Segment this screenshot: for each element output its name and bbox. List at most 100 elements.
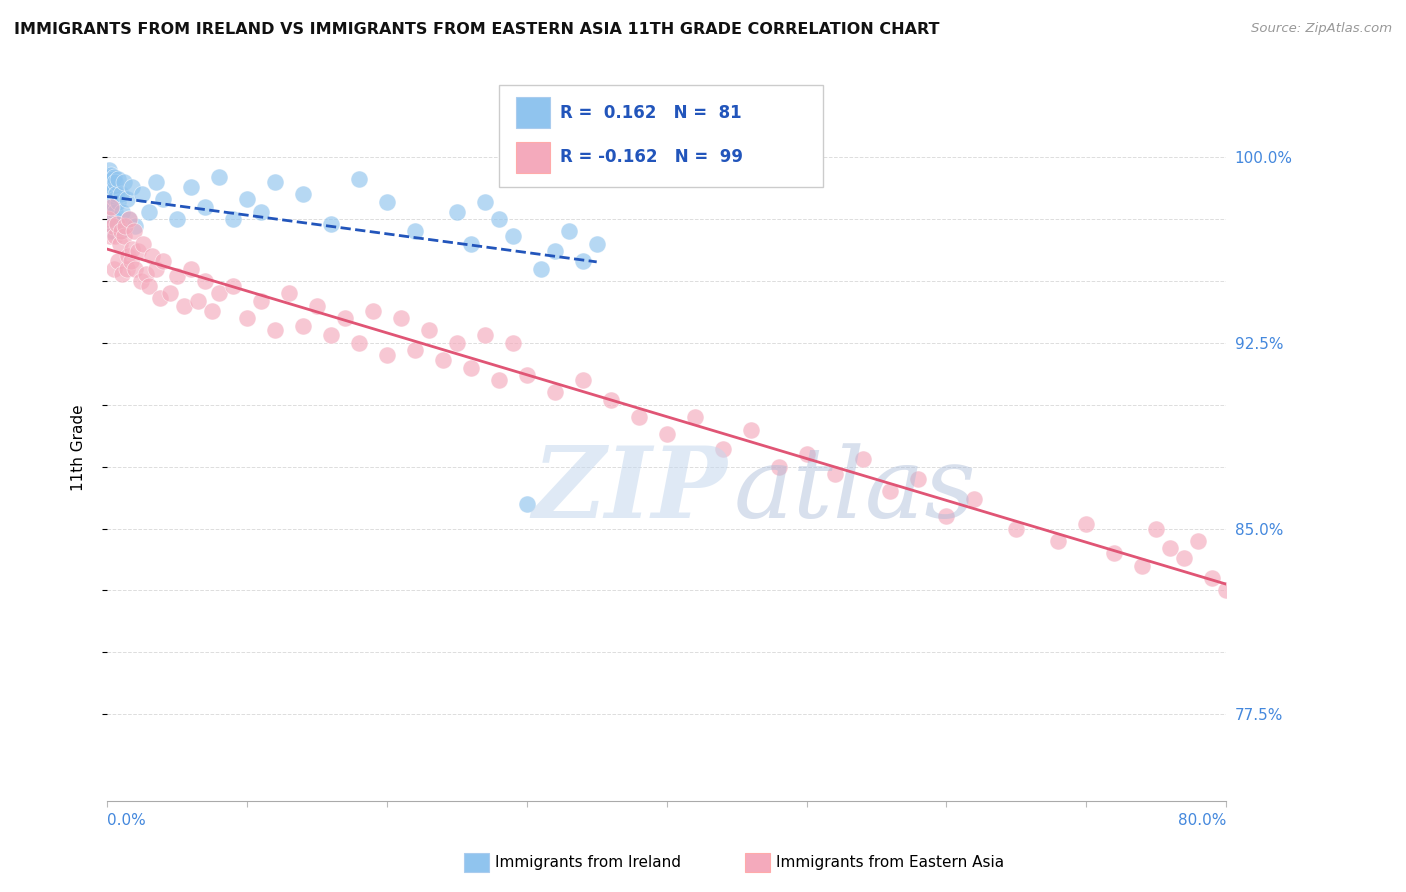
Text: Immigrants from Ireland: Immigrants from Ireland bbox=[495, 855, 681, 870]
Point bbox=[488, 212, 510, 227]
Point bbox=[107, 194, 129, 209]
Point bbox=[105, 187, 128, 202]
Point bbox=[149, 291, 172, 305]
Point bbox=[1005, 522, 1028, 536]
Point bbox=[103, 169, 125, 184]
Point bbox=[1243, 596, 1265, 610]
Point bbox=[159, 286, 181, 301]
Point bbox=[1398, 670, 1406, 684]
Point bbox=[138, 279, 160, 293]
Point bbox=[1257, 576, 1279, 591]
Point bbox=[1187, 533, 1209, 548]
Text: ZIP: ZIP bbox=[533, 442, 727, 539]
Point bbox=[97, 212, 120, 227]
Point bbox=[138, 204, 160, 219]
Text: Immigrants from Eastern Asia: Immigrants from Eastern Asia bbox=[776, 855, 1004, 870]
Point bbox=[98, 182, 121, 196]
Point bbox=[105, 217, 128, 231]
Point bbox=[110, 224, 132, 238]
Point bbox=[571, 373, 593, 387]
Point bbox=[98, 229, 121, 244]
Point bbox=[305, 299, 328, 313]
Point bbox=[796, 447, 818, 461]
Point bbox=[97, 200, 120, 214]
Point bbox=[1299, 608, 1322, 623]
Point bbox=[291, 187, 314, 202]
Text: atlas: atlas bbox=[734, 442, 977, 538]
Point bbox=[1201, 571, 1223, 585]
Point bbox=[180, 261, 202, 276]
Point bbox=[460, 360, 482, 375]
Point bbox=[105, 217, 128, 231]
Point bbox=[544, 244, 567, 259]
Point bbox=[132, 236, 155, 251]
Point bbox=[121, 180, 143, 194]
Point bbox=[131, 187, 153, 202]
Point bbox=[194, 200, 217, 214]
Point bbox=[97, 194, 120, 209]
Point bbox=[404, 343, 426, 358]
Point bbox=[100, 197, 122, 211]
Point bbox=[907, 472, 929, 486]
Point bbox=[101, 180, 124, 194]
Point bbox=[488, 373, 510, 387]
Point bbox=[319, 217, 342, 231]
Point bbox=[152, 192, 174, 206]
Point bbox=[173, 299, 195, 313]
Point bbox=[97, 187, 120, 202]
Point bbox=[683, 410, 706, 425]
Text: 0.0%: 0.0% bbox=[107, 814, 146, 829]
Point bbox=[152, 254, 174, 268]
Point bbox=[319, 328, 342, 343]
Point bbox=[103, 212, 125, 227]
Point bbox=[1229, 566, 1251, 581]
Point bbox=[97, 204, 120, 219]
Text: 80.0%: 80.0% bbox=[1178, 814, 1226, 829]
Point bbox=[100, 185, 122, 199]
Point bbox=[1159, 541, 1181, 556]
Point bbox=[208, 286, 231, 301]
Point bbox=[1104, 546, 1126, 560]
Point bbox=[101, 172, 124, 186]
Point bbox=[474, 194, 496, 209]
Point bbox=[418, 323, 440, 337]
Point bbox=[98, 178, 121, 192]
Point bbox=[347, 335, 370, 350]
Point bbox=[264, 175, 287, 189]
Point bbox=[432, 353, 454, 368]
Point bbox=[98, 212, 121, 227]
Point bbox=[103, 261, 125, 276]
Point bbox=[502, 335, 524, 350]
Point bbox=[100, 175, 122, 189]
Point bbox=[1384, 657, 1406, 672]
Point bbox=[361, 303, 384, 318]
Text: IMMIGRANTS FROM IRELAND VS IMMIGRANTS FROM EASTERN ASIA 11TH GRADE CORRELATION C: IMMIGRANTS FROM IRELAND VS IMMIGRANTS FR… bbox=[14, 22, 939, 37]
Point bbox=[107, 254, 129, 268]
Point bbox=[599, 392, 621, 407]
Point bbox=[118, 212, 141, 227]
Point bbox=[1047, 533, 1070, 548]
Point bbox=[110, 187, 132, 202]
Point bbox=[474, 328, 496, 343]
Point bbox=[585, 236, 607, 251]
Point bbox=[129, 274, 152, 288]
Point bbox=[1173, 551, 1195, 566]
Point bbox=[100, 168, 122, 182]
Point bbox=[236, 192, 259, 206]
Point bbox=[122, 224, 145, 238]
Point bbox=[103, 182, 125, 196]
Point bbox=[114, 219, 136, 234]
Point bbox=[115, 261, 138, 276]
Point bbox=[98, 190, 121, 204]
Point bbox=[1369, 645, 1392, 659]
Point bbox=[107, 172, 129, 186]
Point bbox=[530, 261, 553, 276]
Point bbox=[375, 194, 398, 209]
Point bbox=[879, 484, 901, 499]
Point bbox=[145, 261, 167, 276]
Point bbox=[98, 162, 121, 177]
Point bbox=[108, 236, 131, 251]
Point bbox=[389, 311, 412, 326]
Point bbox=[250, 293, 273, 308]
Point bbox=[655, 427, 678, 442]
